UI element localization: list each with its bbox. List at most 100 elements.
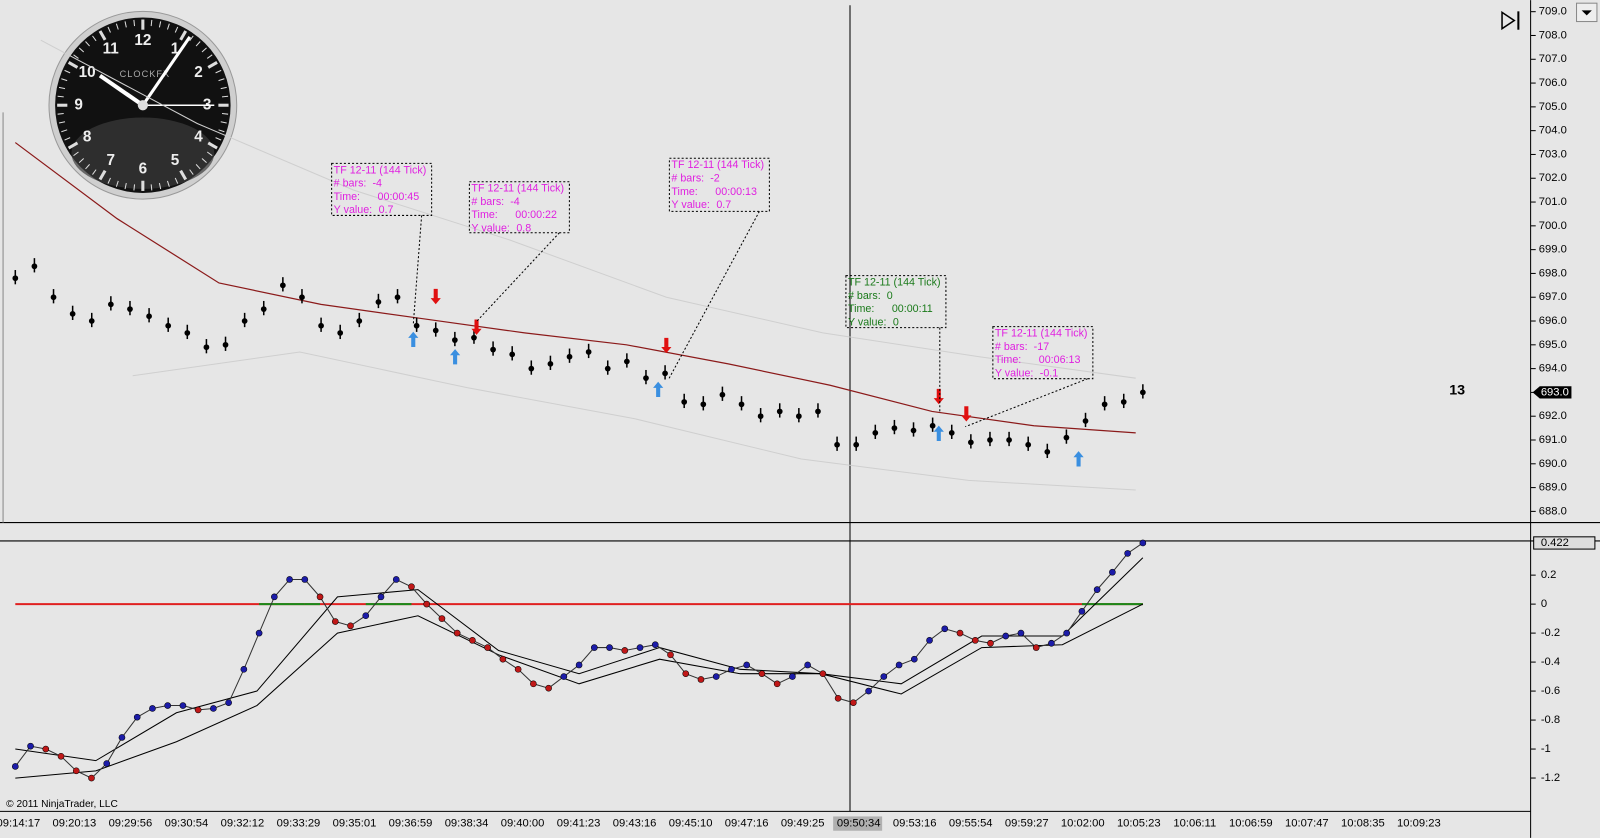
price-bar-close <box>834 441 840 448</box>
price-bar-close <box>987 437 993 443</box>
x-tick-label: 09:53:16 <box>893 818 937 830</box>
clock-tick <box>64 69 71 74</box>
annotation: TF 12-11 (144 Tick) # bars: -4 Time: 00:00:4… <box>331 162 433 325</box>
x-tick-label: 09:20:13 <box>53 818 97 830</box>
clock-numeral: 4 <box>194 128 203 145</box>
signal-fast <box>15 557 1144 762</box>
oscillator-dot <box>789 673 796 680</box>
clock-tick <box>73 54 79 59</box>
clock-tick <box>133 19 136 27</box>
price-bar-close <box>337 330 344 336</box>
x-tick-label: 10:05:23 <box>1117 818 1161 830</box>
annotation-field-label: # bars: <box>848 290 881 302</box>
clock-tick <box>67 61 79 69</box>
y-tick-label: 701.0 <box>1539 196 1567 208</box>
oscillator-dot <box>1017 629 1025 637</box>
oscillator-dot <box>408 583 415 591</box>
annotation-field-label: Time: <box>671 186 697 198</box>
oscillator-dot <box>743 661 751 669</box>
oscillator-dot <box>392 576 400 583</box>
oscillator-dot <box>804 661 811 669</box>
clock-tick <box>206 151 213 157</box>
price-bar-close <box>1006 437 1012 443</box>
clock-tick <box>98 30 107 41</box>
oscillator-dot <box>347 622 354 630</box>
clock-tick <box>133 184 136 191</box>
clock-tick <box>115 180 119 187</box>
price-bar-close <box>796 413 802 420</box>
price-bar-close <box>127 306 133 312</box>
price-bar-close <box>452 337 458 343</box>
price-bar-close <box>585 349 592 355</box>
clock-tick <box>220 121 227 124</box>
buy-arrow <box>1073 451 1084 467</box>
clock-numeral: 9 <box>74 96 83 113</box>
oscillator-dot <box>210 705 217 712</box>
annotation-field-value: -17 <box>1034 341 1050 353</box>
price-bar-close <box>31 263 38 270</box>
clock-tick <box>150 184 153 191</box>
price-bar-close <box>490 346 496 353</box>
annotation-field-label: Y value: <box>671 199 709 211</box>
oscillator-dot <box>316 593 324 601</box>
clock-tick <box>124 182 127 190</box>
oscillator-dot <box>728 666 735 673</box>
y-tick-label: 705.0 <box>1539 101 1567 113</box>
oscillator-dot <box>164 702 171 709</box>
oscillator-dot <box>545 684 552 692</box>
oscillator-dot <box>255 629 263 637</box>
annotation-field-label: Y value: <box>848 316 886 328</box>
oscillator-dot <box>758 670 766 677</box>
clock-tick <box>189 35 194 42</box>
sell-arrow <box>933 388 944 405</box>
sell-arrow <box>430 288 441 305</box>
oscillator-dot <box>133 713 141 721</box>
last-value-box <box>1533 536 1596 550</box>
sell-arrow <box>661 337 672 354</box>
oscillator-dot <box>179 702 187 709</box>
clock: CLOCKFX 121234567891011 <box>48 10 238 200</box>
oscillator-dot <box>331 618 339 625</box>
oscillator-dot <box>514 666 522 673</box>
oscillator-dot <box>941 625 949 633</box>
oscillator-dot <box>712 673 720 680</box>
price-bar-close <box>69 311 76 317</box>
oscillator-dot <box>1078 608 1086 615</box>
annotation-title: TF 12-11 (144 Tick) <box>671 159 764 171</box>
y-tick-label: 689.0 <box>1539 482 1567 494</box>
x-tick-label: 09:47:16 <box>725 818 769 830</box>
x-tick-label: 09:45:10 <box>669 818 713 830</box>
annotation-field-label: Y value: <box>995 367 1033 379</box>
annotation-title: TF 12-11 (144 Tick) <box>334 164 427 176</box>
clock-tick <box>92 35 97 42</box>
oscillator-dot <box>362 612 370 620</box>
annotation-title: TF 12-11 (144 Tick) <box>471 183 564 195</box>
clock-tick <box>206 54 213 59</box>
play-button[interactable] <box>1501 10 1520 31</box>
clock-tick <box>221 95 229 98</box>
clock-tick <box>195 41 201 47</box>
x-tick-label: 10:06:11 <box>1173 818 1216 830</box>
price-bar-close <box>662 370 668 377</box>
price-bar-close <box>1082 418 1089 424</box>
dropdown-button[interactable] <box>1576 2 1598 23</box>
x-tick-label: 09:55:54 <box>949 818 993 830</box>
clock-brand: CLOCKFX <box>120 69 170 79</box>
x-tick-label: 09:32:12 <box>221 818 265 830</box>
x-tick-label: 10:02:00 <box>1061 818 1105 830</box>
price-bar-close <box>471 334 477 341</box>
oscillator-dot <box>57 752 65 760</box>
x-tick-label: 09:59:27 <box>1005 818 1049 830</box>
clock-tick <box>64 137 71 141</box>
y-tick-label: 697.0 <box>1539 291 1567 303</box>
band-lower <box>132 351 1136 491</box>
y-tick-label: 695.0 <box>1539 339 1567 351</box>
x-tick-label: 09:35:01 <box>333 818 377 830</box>
clock-numeral: 5 <box>171 152 180 169</box>
price-bar-close <box>815 408 821 415</box>
clock-tick <box>85 41 90 47</box>
oscillator-dot <box>773 680 781 688</box>
clock-tick <box>221 113 229 115</box>
